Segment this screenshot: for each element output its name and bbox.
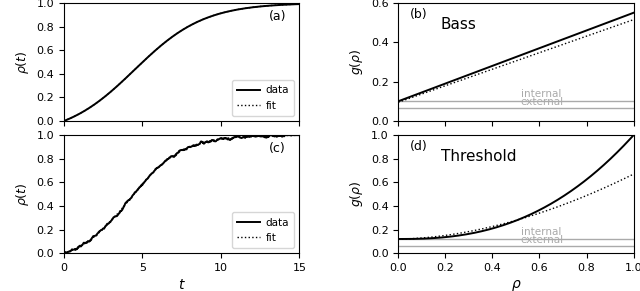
data <box>121 78 129 81</box>
Text: (d): (d) <box>410 140 428 153</box>
fit <box>199 18 207 21</box>
fit <box>166 36 174 40</box>
fit <box>218 137 225 141</box>
Text: Threshold: Threshold <box>440 149 516 164</box>
data <box>121 203 129 206</box>
data <box>102 94 109 98</box>
fit <box>121 204 129 207</box>
Text: (c): (c) <box>269 142 285 155</box>
fit <box>166 156 174 159</box>
Text: Bass: Bass <box>440 17 476 32</box>
fit <box>237 135 245 139</box>
data <box>237 7 245 11</box>
Y-axis label: $g(\rho)$: $g(\rho)$ <box>348 49 365 75</box>
Line: fit: fit <box>64 4 300 121</box>
fit <box>218 11 225 15</box>
data <box>102 224 110 228</box>
data <box>60 119 68 123</box>
Y-axis label: $\rho(t)$: $\rho(t)$ <box>14 50 31 74</box>
Legend: data, fit: data, fit <box>232 212 294 248</box>
X-axis label: $\rho$: $\rho$ <box>511 278 521 291</box>
data <box>218 11 225 15</box>
Line: data: data <box>64 135 300 253</box>
Line: fit: fit <box>64 135 300 253</box>
fit <box>296 134 303 137</box>
X-axis label: $t$: $t$ <box>178 278 186 291</box>
data <box>199 18 207 21</box>
Y-axis label: $g(\rho)$: $g(\rho)$ <box>348 181 365 207</box>
Text: external: external <box>520 235 564 245</box>
Legend: data, fit: data, fit <box>232 80 294 116</box>
data <box>167 155 175 158</box>
data <box>60 251 68 254</box>
fit <box>60 119 68 123</box>
data <box>218 136 225 140</box>
data <box>238 136 246 140</box>
fit <box>237 7 245 11</box>
fit <box>60 251 68 255</box>
data <box>296 133 303 137</box>
Text: external: external <box>520 97 564 107</box>
data <box>62 251 70 255</box>
Line: data: data <box>64 4 300 121</box>
Y-axis label: $\rho(t)$: $\rho(t)$ <box>14 182 31 206</box>
fit <box>102 94 109 98</box>
Text: internal: internal <box>520 227 561 237</box>
data <box>199 141 207 144</box>
data <box>266 133 274 137</box>
fit <box>102 225 109 228</box>
fit <box>296 2 303 6</box>
data <box>296 2 303 6</box>
Text: (a): (a) <box>269 10 286 23</box>
fit <box>121 78 129 81</box>
Text: internal: internal <box>520 89 561 99</box>
fit <box>199 141 207 144</box>
Text: (b): (b) <box>410 8 428 21</box>
data <box>166 36 174 40</box>
